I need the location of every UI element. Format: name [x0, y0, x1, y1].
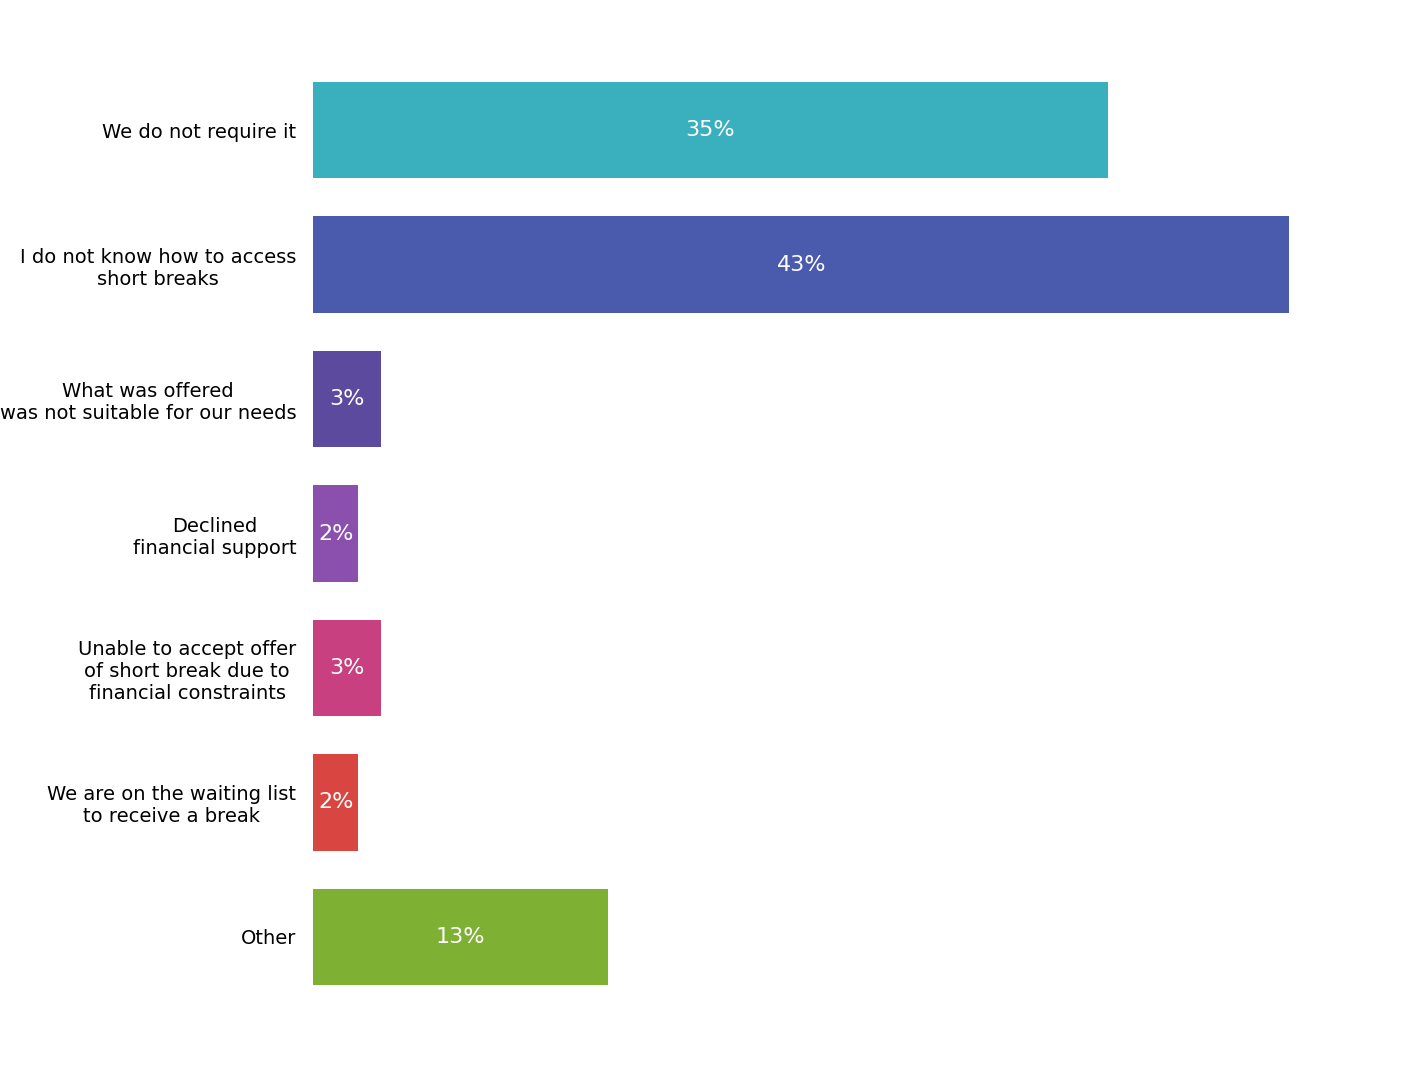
Bar	[313, 620, 381, 716]
Text: 3%: 3%	[330, 389, 364, 409]
Bar	[313, 754, 359, 850]
Text: 2%: 2%	[319, 524, 353, 543]
Bar	[313, 889, 608, 985]
Text: 13%: 13%	[435, 927, 485, 946]
Text: 2%: 2%	[319, 793, 353, 812]
Text: 43%: 43%	[777, 255, 825, 274]
Bar	[313, 217, 1289, 313]
Bar	[313, 351, 381, 447]
Bar	[313, 82, 1109, 178]
Bar	[313, 485, 359, 582]
Text: 3%: 3%	[330, 658, 364, 678]
Text: 35%: 35%	[686, 121, 736, 140]
